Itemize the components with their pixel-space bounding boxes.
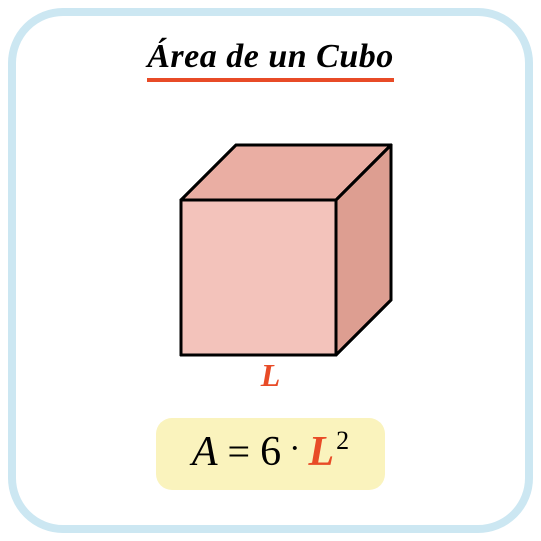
formula-L: L [308, 428, 334, 476]
info-card: Área de un Cubo L A = 6 · [8, 8, 533, 533]
formula-dot: · [289, 430, 300, 468]
formula-A: A [192, 428, 218, 476]
edge-length-label: L [261, 357, 281, 394]
cube-diagram: L [121, 110, 421, 380]
formula-eq: = [228, 428, 251, 475]
formula-exp: 2 [336, 426, 349, 456]
card-title: Área de un Cubo [147, 38, 394, 82]
cube-svg [121, 110, 421, 380]
cube-front-face [181, 200, 336, 355]
formula-six: 6 [260, 428, 281, 476]
formula-box: A = 6 · L 2 [156, 418, 385, 490]
